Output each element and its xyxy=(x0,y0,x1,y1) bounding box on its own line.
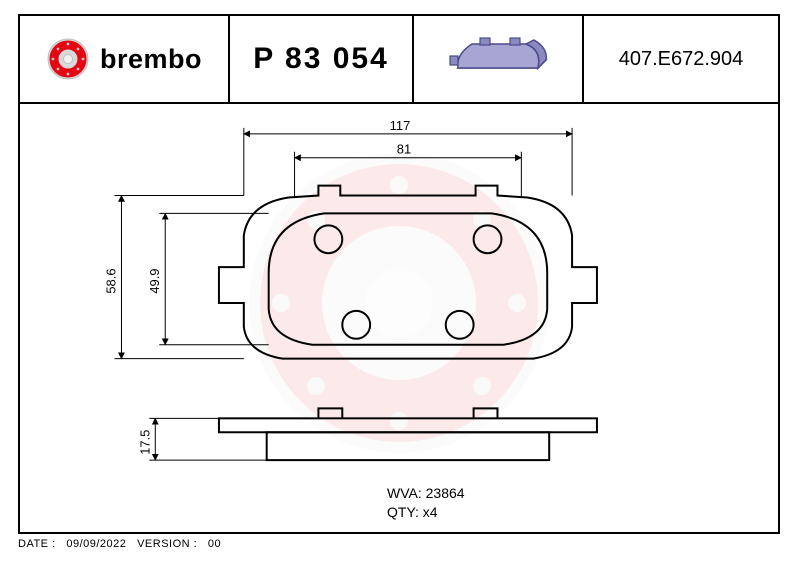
brembo-disc-icon xyxy=(46,37,90,81)
cell-reference: 407.E672.904 xyxy=(584,16,778,102)
side-view xyxy=(219,408,597,460)
meta-block: WVA: 23864 QTY: x4 xyxy=(387,484,465,522)
version-label: VERSION : xyxy=(137,538,197,550)
cell-part-number: P 83 054 xyxy=(230,16,414,102)
cell-thumbnail xyxy=(414,16,584,102)
date-label: DATE : xyxy=(18,538,56,550)
wva-value: 23864 xyxy=(426,485,465,501)
header-row: brembo P 83 054 407.E672.904 xyxy=(20,16,778,104)
drawing-frame: brembo P 83 054 407.E672.904 xyxy=(18,14,780,534)
dim-height-inner: 49.9 xyxy=(147,268,162,293)
version-value: 00 xyxy=(208,538,221,550)
dim-width-inner: 81 xyxy=(397,142,411,157)
cell-logo: brembo xyxy=(20,16,230,102)
qty-value: x4 xyxy=(423,504,438,520)
front-view xyxy=(219,186,597,359)
brand-logo: brembo xyxy=(46,37,202,81)
brand-name: brembo xyxy=(100,44,202,75)
dim-thickness: 17.5 xyxy=(137,430,152,455)
date-value: 09/09/2022 xyxy=(66,538,126,550)
pad-3d-icon xyxy=(438,26,558,92)
part-number: P 83 054 xyxy=(253,42,389,76)
dim-width-overall: 117 xyxy=(390,118,411,133)
footer-line: DATE : 09/09/2022 VERSION : 00 xyxy=(18,538,221,550)
wva-label: WVA: xyxy=(387,485,422,501)
drawing-body: 117 81 58.6 49.9 xyxy=(20,104,778,534)
reference-number: 407.E672.904 xyxy=(619,48,744,71)
dim-height-overall: 58.6 xyxy=(103,268,118,293)
technical-drawing: 117 81 58.6 49.9 xyxy=(20,104,778,532)
qty-label: QTY: xyxy=(387,504,419,520)
